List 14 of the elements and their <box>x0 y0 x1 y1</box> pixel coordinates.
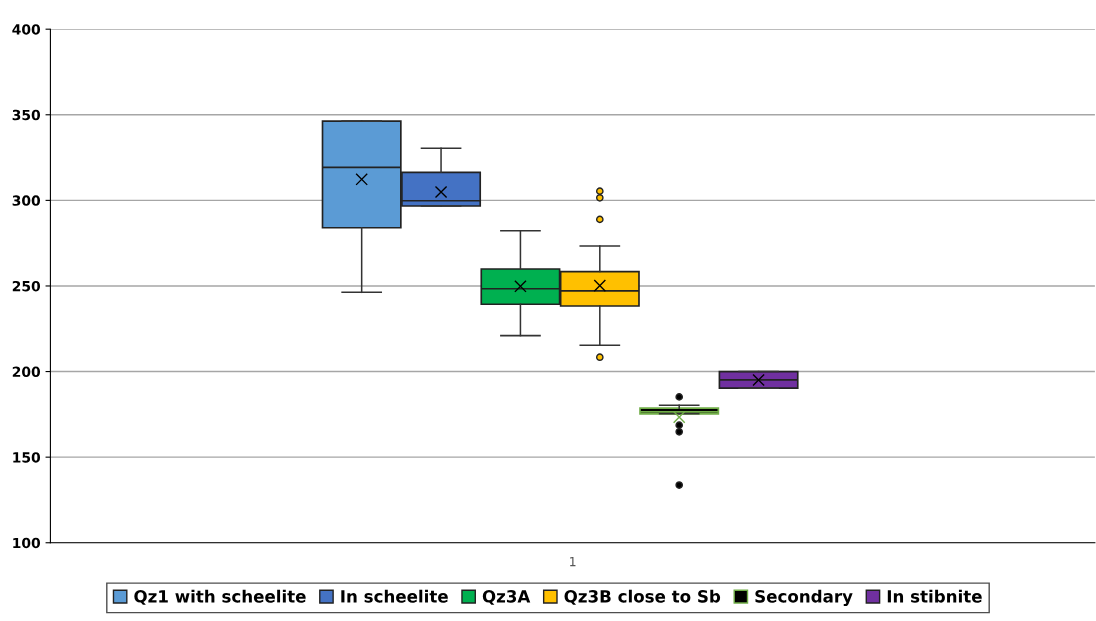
legend-label: In stibnite <box>887 589 982 603</box>
legend-label: Qz3B close to Sb <box>564 589 721 605</box>
y-tick-label: 350 <box>12 109 41 121</box>
y-tick-label: 400 <box>12 24 41 35</box>
y-tick-label: 300 <box>12 195 41 206</box>
legend-label: Qz1 with scheelite <box>134 589 306 605</box>
legend-label: Secondary <box>755 589 853 606</box>
y-tick-label: 200 <box>12 366 41 378</box>
y-tick-label: 250 <box>12 280 41 292</box>
legend-label: In scheelite <box>341 589 448 603</box>
legend-label: Qz3A <box>482 590 531 605</box>
y-tick-label: 100 <box>13 537 41 549</box>
y-tick-label: 150 <box>13 452 41 463</box>
x-tick-label: 1 <box>570 557 576 567</box>
